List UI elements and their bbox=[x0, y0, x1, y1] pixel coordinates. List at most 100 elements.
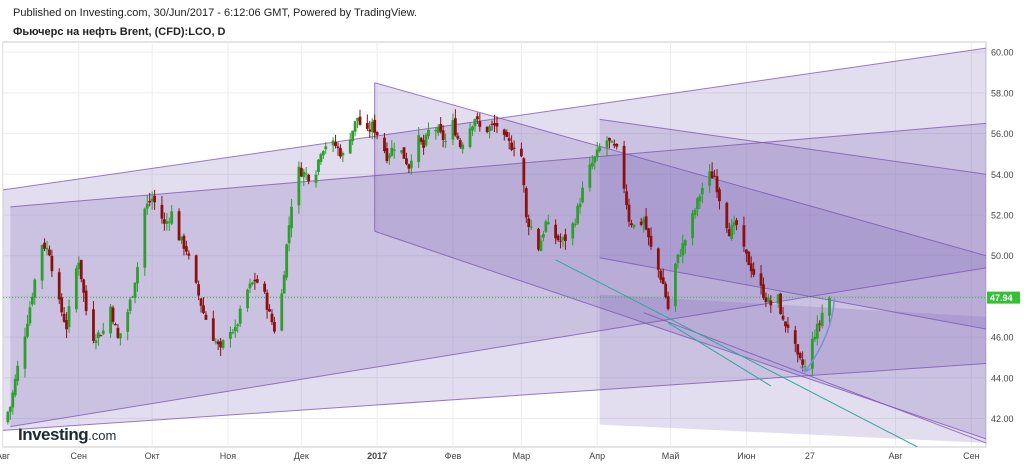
investing-logo: Investing.com bbox=[18, 425, 116, 445]
candle-body bbox=[676, 254, 680, 264]
candle-body bbox=[297, 166, 301, 206]
candle-body bbox=[84, 290, 88, 312]
candle-body bbox=[519, 148, 523, 157]
x-tick-label: Мар bbox=[513, 451, 531, 461]
candle-body bbox=[11, 392, 15, 408]
candle-body bbox=[647, 228, 650, 238]
candle-body bbox=[319, 154, 323, 162]
candle-body bbox=[74, 268, 78, 310]
candle-body bbox=[373, 119, 377, 133]
candle-body bbox=[458, 140, 462, 148]
candle-body bbox=[60, 297, 64, 313]
candle-body bbox=[512, 147, 516, 149]
current-price-badge bbox=[987, 291, 1020, 304]
channel-line bbox=[599, 118, 986, 175]
candle-body bbox=[162, 219, 166, 224]
candle-body bbox=[40, 244, 44, 281]
x-tick-label: Фев bbox=[445, 451, 462, 461]
candle-body bbox=[554, 224, 558, 239]
candle-body bbox=[33, 279, 37, 298]
candle-body bbox=[539, 240, 543, 252]
candle-body bbox=[434, 129, 438, 132]
channel-line bbox=[374, 82, 986, 257]
candle-body bbox=[331, 140, 335, 146]
candle-body bbox=[248, 283, 252, 289]
candle-body bbox=[216, 341, 220, 345]
candle-body bbox=[715, 176, 719, 193]
candle-body bbox=[23, 336, 27, 369]
candle-body bbox=[798, 353, 802, 359]
candle-body bbox=[392, 149, 396, 151]
x-tick-label: Ноя bbox=[220, 451, 237, 461]
candle-body bbox=[639, 221, 643, 225]
candle-body bbox=[92, 309, 95, 341]
candle-body bbox=[744, 249, 748, 254]
candle-body bbox=[713, 175, 716, 177]
arrow-head bbox=[799, 366, 812, 373]
candle-body bbox=[571, 223, 575, 239]
candle-body bbox=[725, 202, 729, 229]
candle-body bbox=[493, 123, 496, 126]
candle-body bbox=[368, 129, 372, 132]
candle-body bbox=[659, 270, 663, 280]
candle-body bbox=[678, 255, 682, 257]
candle-body bbox=[383, 137, 386, 152]
candle-body bbox=[365, 122, 369, 129]
x-tick-label: 2017 bbox=[367, 451, 387, 461]
candle-body bbox=[735, 220, 738, 225]
candle-body bbox=[339, 148, 342, 157]
candle-body bbox=[471, 126, 474, 131]
candle-body bbox=[786, 324, 790, 328]
candle-body bbox=[622, 145, 626, 189]
logo-suffix: .com bbox=[88, 428, 117, 443]
candle-body bbox=[321, 151, 325, 156]
channel-fill-2 bbox=[10, 123, 986, 427]
candle-body bbox=[43, 242, 46, 249]
candle-body bbox=[199, 298, 203, 306]
candle-body bbox=[529, 226, 533, 228]
candle-body bbox=[167, 221, 171, 223]
candle-body bbox=[427, 129, 430, 137]
candle-body bbox=[253, 279, 257, 282]
candle-body bbox=[661, 277, 665, 285]
candle-body bbox=[143, 208, 147, 268]
candle-body bbox=[82, 279, 86, 293]
candle-body bbox=[559, 240, 562, 242]
candle-body bbox=[26, 323, 29, 337]
candle-body bbox=[263, 283, 267, 292]
candle-body bbox=[573, 223, 577, 225]
candle-body bbox=[453, 118, 457, 136]
candle-body bbox=[194, 255, 198, 283]
candle-body bbox=[111, 307, 115, 322]
x-tick-label: Авг bbox=[0, 451, 11, 461]
candle-body bbox=[727, 229, 731, 237]
candle-body bbox=[219, 341, 223, 348]
candle-body bbox=[610, 140, 614, 143]
candle-body bbox=[810, 338, 814, 369]
candle-body bbox=[202, 305, 205, 314]
candle-body bbox=[67, 306, 71, 328]
candle-body bbox=[656, 248, 660, 270]
candle-body bbox=[644, 216, 648, 230]
candle-body bbox=[314, 174, 318, 183]
published-info: Published on Investing.com, 30/Jun/2017 … bbox=[13, 7, 417, 19]
candle-body bbox=[177, 211, 181, 241]
candle-body bbox=[605, 140, 609, 148]
candle-body bbox=[131, 296, 134, 298]
y-tick-label: 44.00 bbox=[991, 373, 1014, 383]
candle-body bbox=[356, 117, 359, 121]
candle-body bbox=[233, 326, 237, 332]
candle-body bbox=[495, 123, 499, 127]
candle-body bbox=[221, 340, 225, 348]
candle-body bbox=[730, 225, 734, 240]
candle-body bbox=[229, 332, 232, 339]
candle-body bbox=[290, 206, 293, 229]
candle-body bbox=[630, 223, 633, 226]
candle-body bbox=[522, 158, 526, 186]
candle-body bbox=[160, 204, 164, 219]
candle-body bbox=[674, 263, 677, 307]
candle-body bbox=[182, 235, 186, 249]
candle-body bbox=[246, 289, 249, 309]
candle-body bbox=[204, 314, 208, 320]
